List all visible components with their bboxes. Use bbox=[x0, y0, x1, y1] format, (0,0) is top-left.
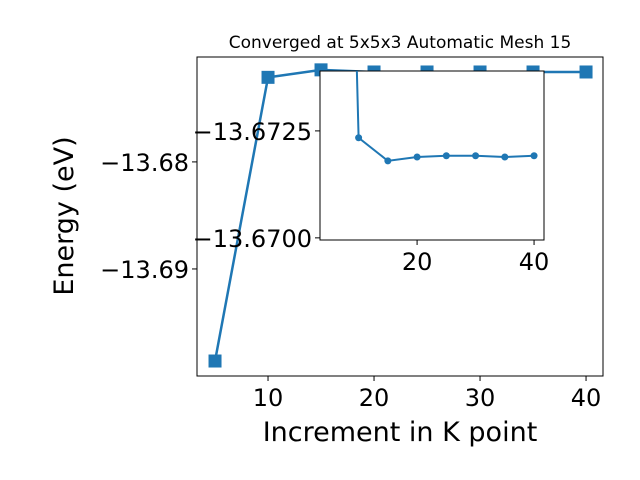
x-tick-label: 30 bbox=[465, 384, 496, 412]
x-tick-label: 10 bbox=[253, 384, 284, 412]
y-tick-label: −13.6700 bbox=[193, 225, 312, 253]
line bbox=[355, 71, 535, 162]
marker bbox=[472, 152, 480, 160]
marker bbox=[355, 134, 363, 142]
x-tick-label: 20 bbox=[402, 248, 433, 276]
x-tick-label: 40 bbox=[519, 248, 550, 276]
marker bbox=[530, 152, 538, 160]
chart-title: Converged at 5x5x3 Automatic Mesh 15 bbox=[229, 33, 572, 53]
marker bbox=[579, 65, 593, 79]
plot-marks bbox=[355, 71, 538, 165]
y-tick-label: −13.68 bbox=[100, 149, 189, 177]
y-tick-label: −13.69 bbox=[100, 256, 189, 284]
x-tick-label: 20 bbox=[359, 384, 390, 412]
marker bbox=[208, 354, 222, 368]
x-tick-label: 40 bbox=[571, 384, 602, 412]
y-axis-label: Energy (eV) bbox=[49, 136, 80, 295]
marker bbox=[261, 70, 275, 84]
marker bbox=[501, 153, 509, 161]
x-axis-label: Increment in K point bbox=[263, 417, 538, 448]
y-tick-label: −13.6725 bbox=[193, 118, 312, 146]
marker bbox=[384, 157, 392, 165]
marker bbox=[442, 152, 450, 160]
marker bbox=[413, 153, 421, 161]
